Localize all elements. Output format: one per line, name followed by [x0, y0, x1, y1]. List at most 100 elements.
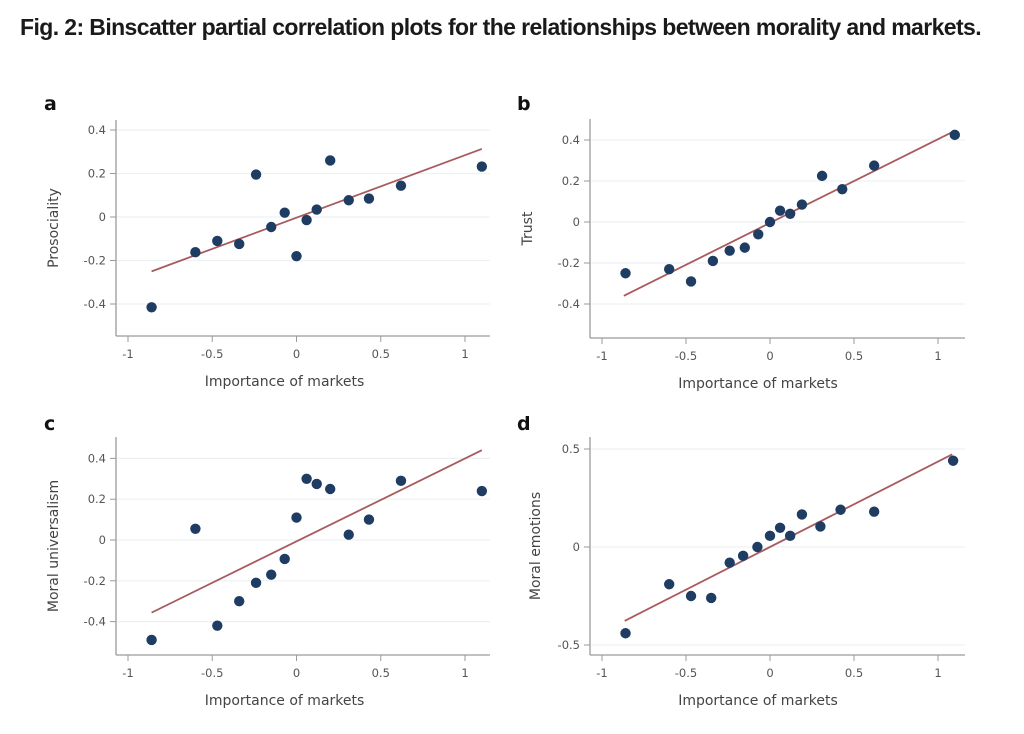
x-tick-label: 0 [766, 349, 773, 363]
data-point [724, 245, 735, 256]
data-point [279, 553, 290, 565]
data-point [837, 184, 848, 195]
data-point [947, 455, 959, 466]
data-point [816, 170, 828, 182]
data-point [363, 193, 375, 204]
y-tick-label: 0.2 [88, 167, 106, 181]
data-point [266, 569, 277, 580]
data-point [784, 208, 796, 219]
x-axis-label: Importance of markets [205, 374, 365, 390]
data-point [325, 483, 336, 495]
data-point [707, 255, 719, 267]
x-tick-label: -0.5 [675, 666, 697, 680]
x-tick-label: 0.5 [845, 349, 863, 363]
y-axis-label: Moral universalism [46, 480, 62, 612]
data-point [395, 180, 407, 191]
y-tick-label: -0.2 [84, 574, 106, 588]
data-point [774, 522, 786, 533]
data-point [739, 242, 750, 253]
data-point [796, 199, 808, 210]
y-tick-label: 0.5 [562, 442, 580, 456]
data-point [753, 229, 764, 240]
y-tick-label: -0.4 [558, 297, 580, 311]
y-tick-label: -0.4 [84, 297, 106, 311]
x-axis-label: Importance of markets [678, 693, 838, 709]
x-tick-label: 1 [461, 347, 468, 361]
panel-d: d -0.5 0 0.5 -1 -0.5 0 0.5 1 Importance of market… [517, 413, 965, 709]
panel-letter: b [517, 93, 531, 115]
data-point [764, 216, 776, 228]
x-tick-label: 0 [293, 347, 300, 361]
data-point [266, 221, 277, 233]
data-point [868, 160, 880, 171]
y-tick-label: 0.2 [88, 492, 106, 506]
x-tick-label: -1 [596, 666, 607, 680]
y-tick-label: 0.4 [562, 133, 580, 147]
data-point [764, 530, 776, 542]
data-point [868, 506, 880, 517]
y-tick-label: -0.2 [558, 256, 580, 270]
data-point [234, 596, 245, 607]
figure-title: Fig. 2: Binscatter partial correlation p… [20, 14, 982, 40]
data-point [685, 590, 697, 602]
data-point [279, 207, 290, 218]
data-point [664, 579, 675, 590]
data-point [301, 214, 312, 226]
data-point [212, 235, 223, 247]
data-point [291, 250, 302, 262]
panel-c: c -0.4 -0.2 0 0.2 0.4 -1 -0.5 0 0.5 1 Importance of… [44, 413, 490, 709]
data-point [784, 530, 796, 542]
data-point [835, 504, 846, 515]
x-tick-label: 0 [766, 666, 773, 680]
data-point [190, 247, 201, 258]
x-tick-label: -1 [596, 349, 607, 363]
data-point [250, 169, 262, 180]
data-point [476, 161, 488, 172]
data-point [311, 478, 322, 490]
data-point [685, 276, 697, 287]
data-point [706, 592, 717, 604]
y-tick-label: 0 [99, 533, 106, 547]
data-point [395, 475, 407, 487]
data-point [737, 550, 749, 562]
x-tick-label: 0 [293, 666, 300, 680]
data-point [796, 509, 808, 520]
data-point [363, 514, 375, 525]
data-point [311, 204, 322, 215]
data-point [250, 577, 262, 589]
y-tick-label: 0 [573, 215, 580, 229]
panel-letter: a [44, 93, 57, 115]
data-point [190, 523, 201, 534]
y-tick-label: -0.4 [84, 615, 106, 629]
data-point [325, 155, 336, 166]
data-point [212, 620, 223, 631]
data-point [343, 195, 354, 206]
x-axis-label: Importance of markets [205, 693, 365, 709]
y-axis-label: Prosociality [46, 188, 62, 268]
data-point [343, 529, 354, 540]
x-tick-label: -1 [122, 347, 133, 361]
data-point [724, 557, 735, 568]
y-axis-label: Trust [520, 211, 536, 246]
y-tick-label: 0.4 [88, 451, 106, 465]
panel-letter: d [517, 413, 531, 435]
data-point [815, 521, 826, 532]
data-point [301, 473, 312, 484]
panel-b: b -0.4 -0.2 0 0.2 0.4 -1 -0.5 0 0.5 1 Importance of… [517, 93, 965, 392]
y-tick-label: 0 [573, 540, 580, 554]
x-tick-label: 0.5 [372, 347, 390, 361]
x-tick-label: 0.5 [845, 666, 863, 680]
x-tick-label: -0.5 [201, 347, 223, 361]
panel-letter: c [44, 413, 55, 435]
data-point [664, 263, 675, 275]
x-axis-label: Importance of markets [678, 376, 838, 392]
x-tick-label: -0.5 [675, 349, 697, 363]
data-point [146, 302, 157, 313]
y-axis-label: Moral emotions [528, 492, 544, 600]
panel-a: a -0.4 -0.2 0 0.2 0.4 -1 -0.5 0 0.5 1 Importance of… [44, 93, 490, 390]
x-tick-label: 1 [934, 349, 941, 363]
data-point [949, 129, 960, 141]
fit-line [151, 449, 483, 614]
y-tick-label: -0.5 [558, 638, 580, 652]
